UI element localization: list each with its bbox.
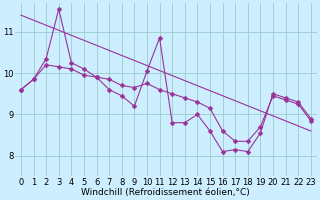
- X-axis label: Windchill (Refroidissement éolien,°C): Windchill (Refroidissement éolien,°C): [82, 188, 250, 197]
